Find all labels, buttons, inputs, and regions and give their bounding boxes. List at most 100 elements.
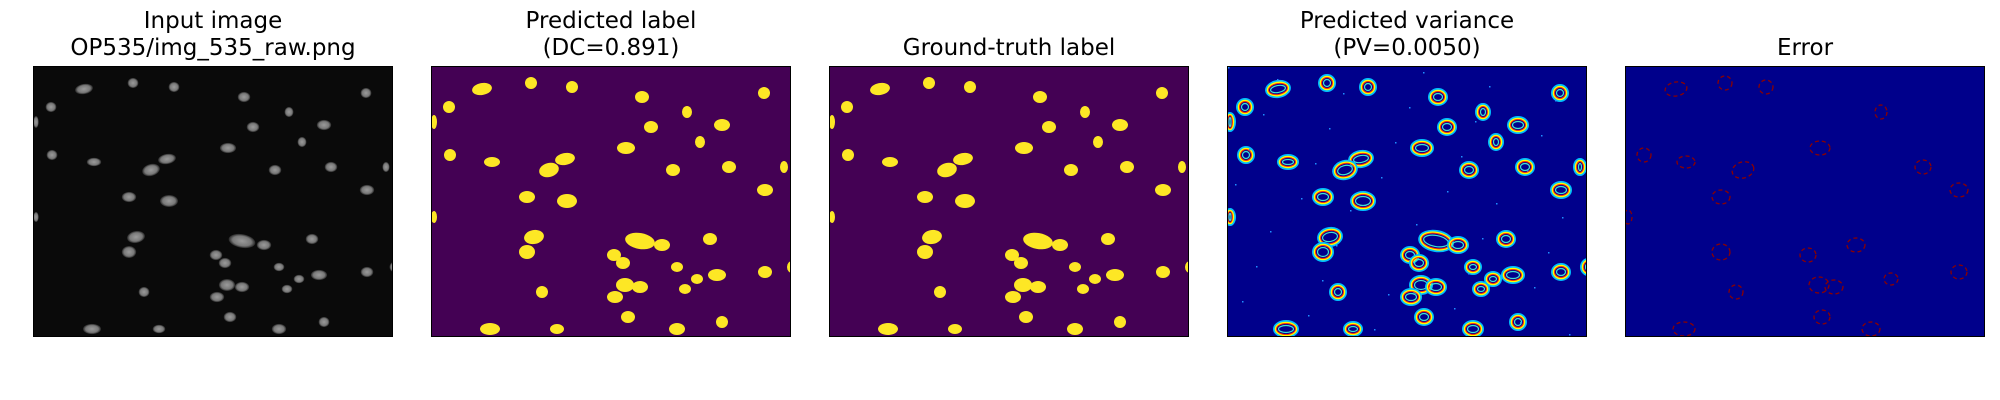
error-outline [1717, 75, 1733, 91]
ground-truth-title: Ground-truth label [799, 8, 1219, 62]
variance-ring [1496, 230, 1516, 248]
nucleus-mask [830, 211, 835, 223]
nucleus-mask [787, 261, 790, 273]
nucleus-mask [555, 152, 575, 166]
nucleus [281, 284, 293, 294]
nucleus-mask [708, 269, 726, 281]
variance-ring [1400, 288, 1422, 306]
noise-speckle [1489, 86, 1491, 88]
nucleus-mask [635, 91, 649, 103]
nucleus-mask [1101, 233, 1115, 245]
title-line-2: Ground-truth label [902, 35, 1116, 61]
predicted-label-title: Predicted label (DC=0.891) [401, 8, 821, 62]
input-image-frame [33, 66, 393, 337]
error-outline [1728, 284, 1744, 300]
variance-ring [1551, 263, 1571, 281]
nucleus [158, 153, 176, 165]
error-outline [1711, 243, 1731, 261]
variance-ring [1265, 79, 1291, 99]
nucleus-mask [780, 161, 788, 173]
nucleus [310, 269, 328, 281]
title-line-2: Error [1776, 35, 1834, 61]
noise-speckle [1527, 170, 1529, 172]
noise-speckle [1447, 191, 1449, 193]
noise-speckle [1374, 329, 1376, 331]
nucleus-mask [1014, 278, 1032, 292]
nucleus-mask [695, 136, 705, 148]
nucleus [284, 106, 294, 118]
input-image-panel: Input image OP535/img_535_raw.png [33, 0, 393, 400]
nucleus-mask [616, 278, 634, 292]
nucleus [152, 324, 166, 334]
nucleus-mask [1005, 249, 1019, 261]
nucleus-mask [1052, 239, 1068, 251]
nucleus-mask [917, 245, 933, 259]
noise-speckle [1409, 107, 1411, 109]
nucleus-mask [617, 142, 635, 154]
variance-ring [1317, 226, 1343, 248]
nucleus-mask [550, 324, 564, 334]
error-canvas [1626, 67, 1984, 336]
title-line-1: Predicted variance [1299, 8, 1515, 34]
nucleus [273, 262, 285, 272]
image-background [830, 67, 1188, 336]
error-outline [1861, 321, 1881, 336]
ground-truth-canvas [830, 67, 1188, 336]
noise-speckle [1388, 294, 1390, 296]
title-line-2: OP535/img_535_raw.png [70, 35, 356, 61]
noise-speckle [1263, 114, 1265, 116]
noise-speckle [1548, 252, 1550, 254]
ground-truth-frame [829, 66, 1189, 337]
error-outline [1676, 155, 1696, 169]
nucleus-mask [432, 115, 437, 129]
nucleus [305, 233, 319, 245]
nucleus [219, 142, 237, 154]
title-line-1: Predicted label [525, 8, 697, 34]
nucleus-mask [1077, 284, 1089, 294]
nucleus-mask [955, 194, 975, 208]
input-image-title: Input image OP535/img_535_raw.png [3, 8, 423, 62]
noise-speckle [1562, 217, 1564, 219]
nucleus-mask [432, 211, 437, 223]
title-line-2: (PV=0.0050) [1333, 35, 1481, 61]
nucleus [360, 87, 372, 99]
predicted-label-frame [431, 66, 791, 337]
nucleus [138, 286, 150, 298]
nucleus-mask [644, 121, 658, 133]
variance-ring [1312, 242, 1334, 262]
nucleus [160, 195, 178, 207]
variance-ring [1515, 158, 1535, 176]
error-outline [1874, 104, 1888, 120]
variance-ring [1472, 281, 1490, 297]
error-panel: Error [1625, 0, 1985, 400]
noise-speckle [1520, 322, 1522, 324]
nucleus-mask [1067, 323, 1083, 335]
nucleus-mask [1023, 232, 1053, 250]
nucleus-mask [1069, 262, 1081, 272]
noise-speckle [1416, 224, 1418, 226]
nucleus [209, 291, 225, 303]
nucleus-mask [1106, 269, 1124, 281]
noise-speckle [1350, 210, 1352, 212]
predicted-label-panel: Predicted label (DC=0.891) [431, 0, 791, 400]
image-background [1626, 67, 1984, 336]
nucleus-mask [539, 162, 559, 178]
nucleus-mask [953, 152, 973, 166]
nucleus [223, 311, 237, 323]
noise-speckle [1343, 93, 1345, 95]
nucleus-mask [948, 324, 962, 334]
variance-ring [1329, 283, 1347, 301]
nucleus-mask [917, 191, 933, 203]
nucleus-mask [1178, 161, 1186, 173]
nucleus [142, 163, 160, 177]
variance-ring [1437, 118, 1457, 136]
error-outline [1636, 147, 1652, 163]
nucleus-mask [654, 239, 670, 251]
ground-truth-panel: Ground-truth label [829, 0, 1189, 400]
variance-ring [1501, 266, 1525, 284]
nucleus-mask [1014, 257, 1028, 269]
noise-speckle [1322, 280, 1324, 282]
nucleus-mask [841, 101, 853, 113]
variance-ring [1551, 84, 1569, 102]
nucleus-mask [1112, 119, 1128, 131]
